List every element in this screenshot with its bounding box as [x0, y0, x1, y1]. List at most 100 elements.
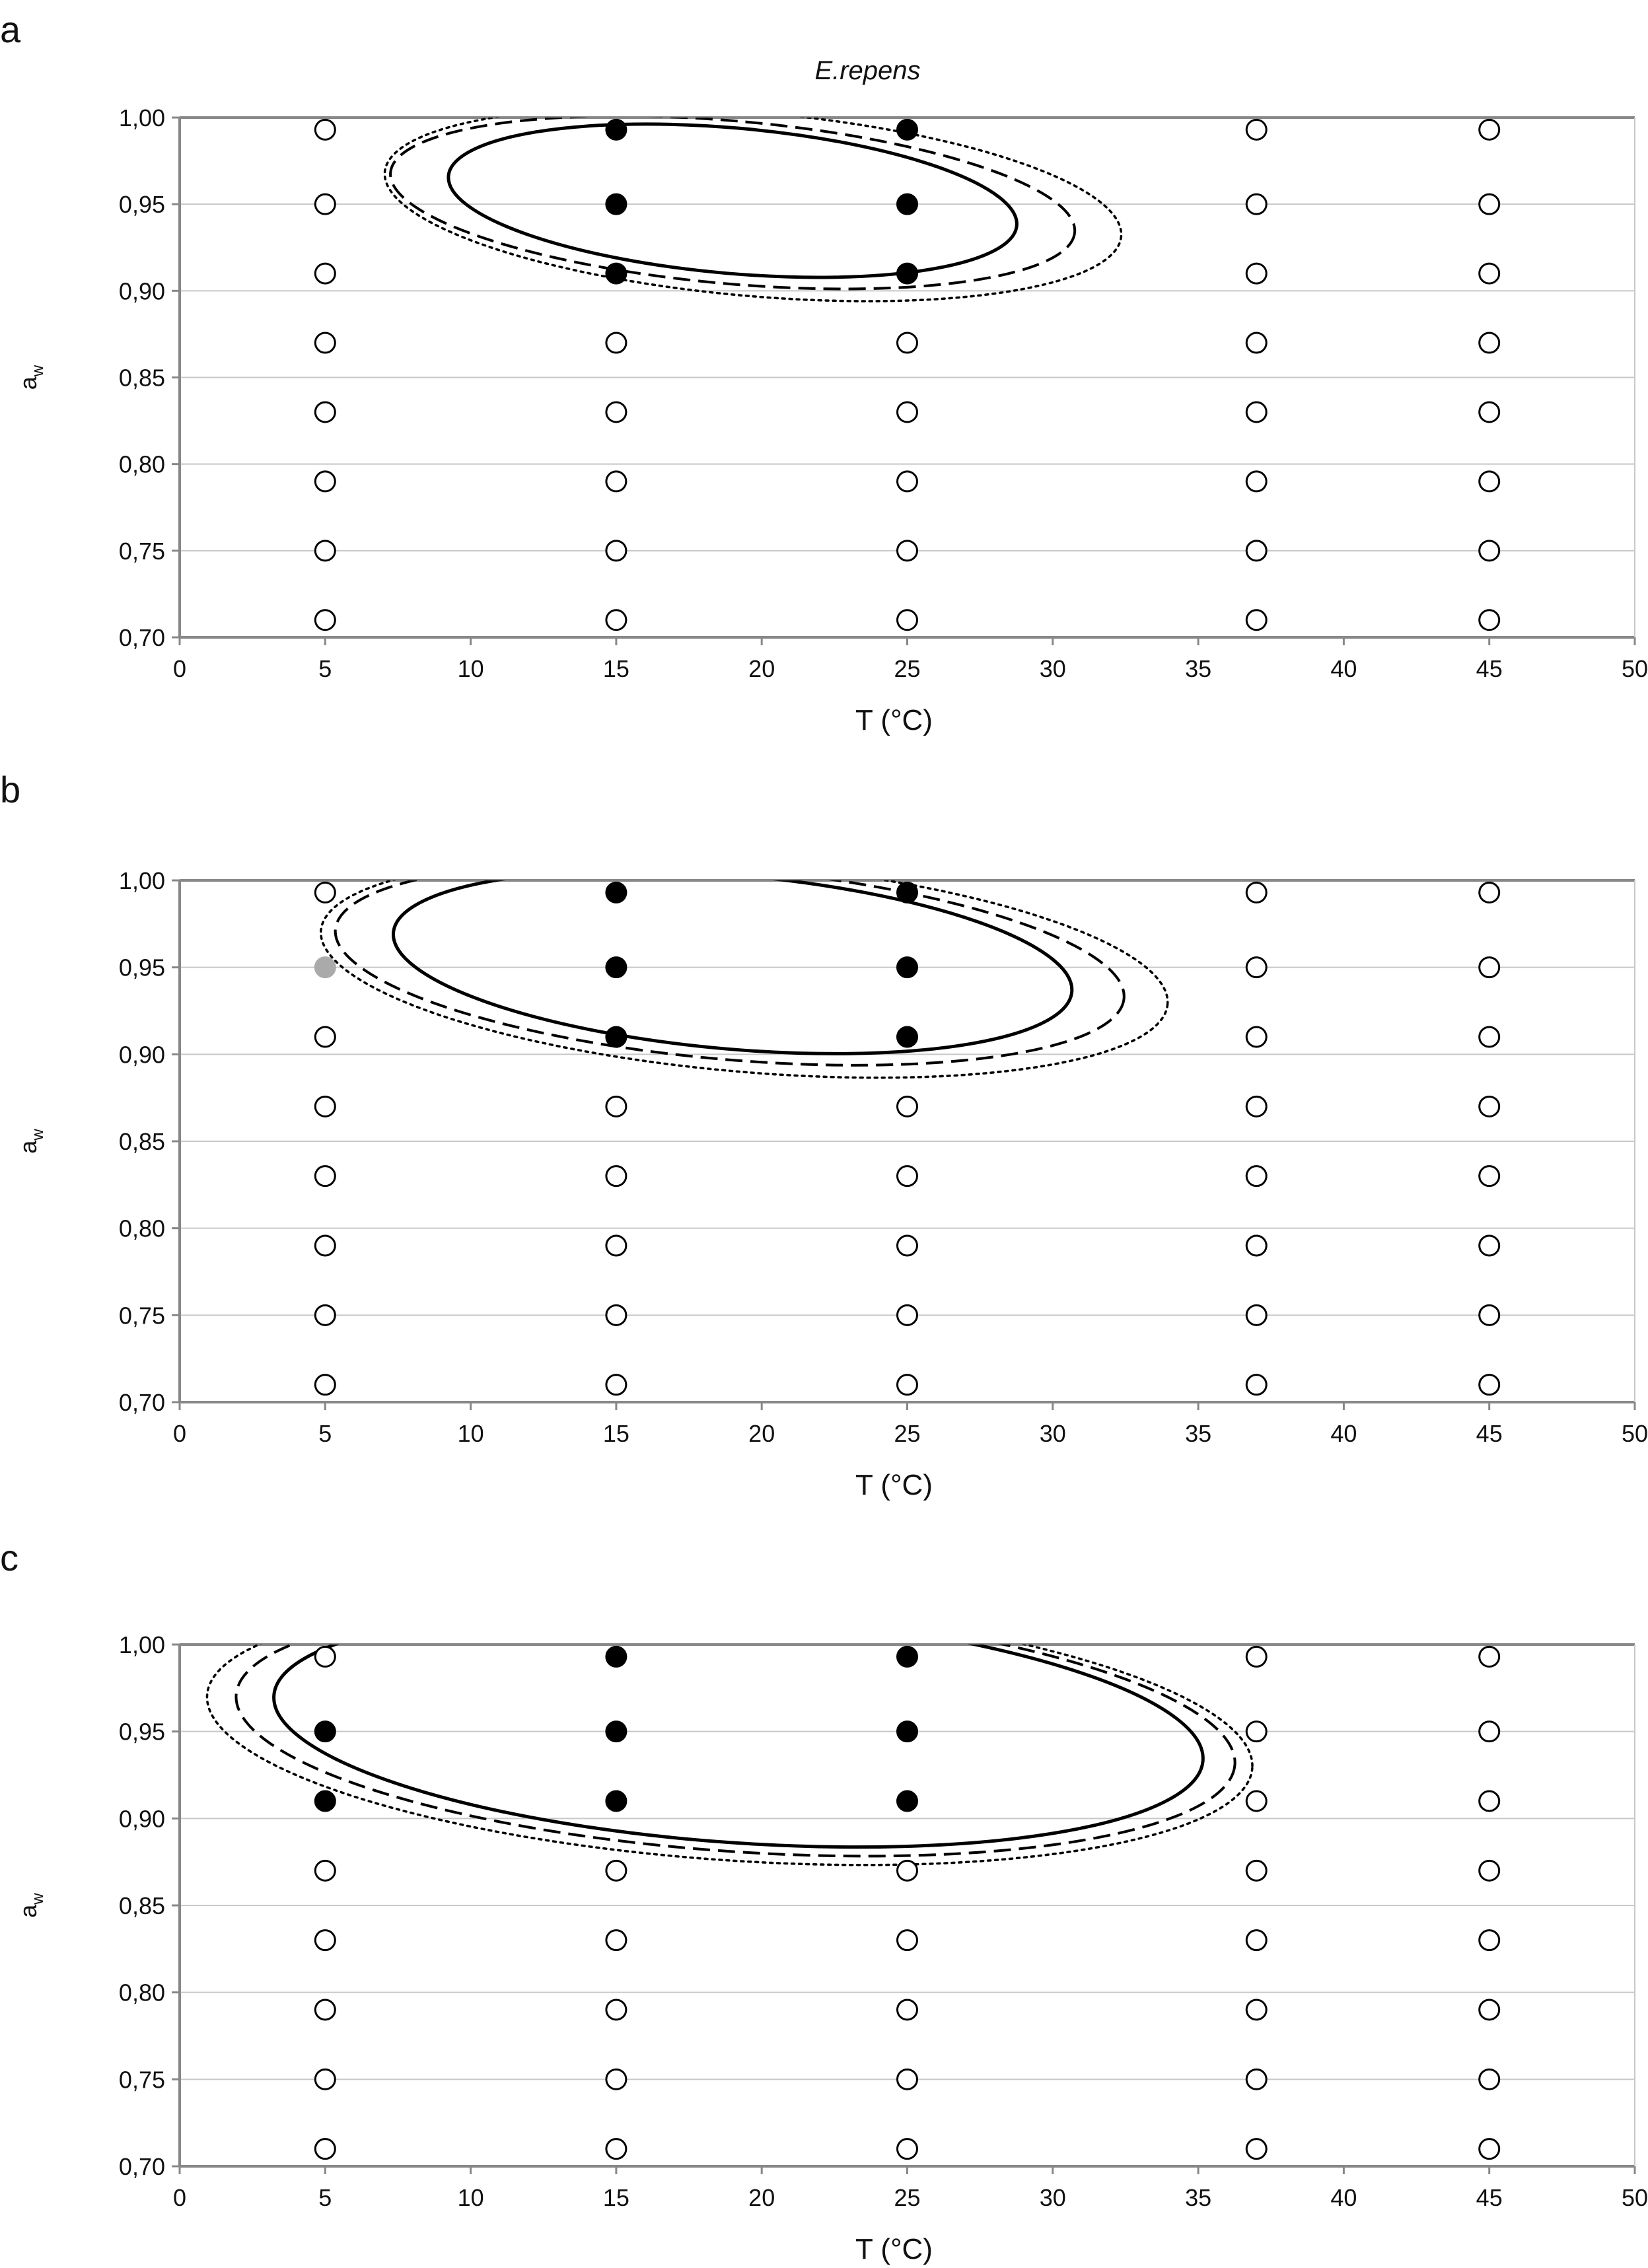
- x-tick-label: 20: [748, 2184, 775, 2211]
- y-tick-label: 0,80: [119, 1215, 165, 1242]
- no-growth-point: [1245, 1790, 1268, 1812]
- y-axis-title: aw: [15, 1129, 47, 1154]
- dashed-boundary-curve: [334, 880, 1126, 1067]
- x-tick-label: 30: [1040, 1420, 1066, 1447]
- no-growth-point: [1245, 1374, 1268, 1396]
- no-growth-point: [896, 1304, 918, 1326]
- growth-point: [314, 1720, 336, 1743]
- x-tick-label: 40: [1330, 655, 1357, 682]
- no-growth-point: [1478, 193, 1501, 215]
- no-growth-point: [896, 1999, 918, 2021]
- dotted-boundary-curve: [205, 1645, 1254, 1866]
- no-growth-point: [314, 1234, 336, 1257]
- x-tick-label: 50: [1622, 655, 1648, 682]
- y-tick-label: 0,75: [119, 2066, 165, 2093]
- y-tick-label: 0,90: [119, 277, 165, 304]
- x-tick-label: 50: [1622, 2184, 1648, 2211]
- no-growth-point: [605, 1374, 627, 1396]
- no-growth-point: [1245, 881, 1268, 904]
- no-growth-point: [605, 470, 627, 493]
- growth-point: [896, 118, 918, 141]
- no-growth-point: [896, 609, 918, 631]
- no-growth-point: [1245, 262, 1268, 285]
- no-growth-point: [1478, 1374, 1501, 1396]
- no-growth-point: [1478, 1859, 1501, 1882]
- x-tick-label: 0: [173, 655, 186, 682]
- no-growth-point: [1478, 956, 1501, 979]
- no-growth-point: [1245, 1859, 1268, 1882]
- growth-point: [605, 1645, 627, 1668]
- no-growth-point: [605, 2138, 627, 2160]
- x-tick-label: 10: [458, 1420, 484, 1447]
- no-growth-point: [896, 540, 918, 562]
- no-growth-point: [1478, 1026, 1501, 1048]
- no-growth-point: [605, 332, 627, 354]
- growth-point: [896, 1720, 918, 1743]
- no-growth-point: [1478, 1165, 1501, 1187]
- no-growth-point: [605, 1095, 627, 1117]
- y-tick-label: 0,85: [119, 1892, 165, 1919]
- x-tick-label: 15: [603, 1420, 629, 1447]
- x-tick-label: 5: [318, 2184, 332, 2211]
- x-tick-label: 30: [1040, 2184, 1066, 2211]
- growth-point: [605, 1720, 627, 1743]
- panel-letter: b: [0, 769, 20, 810]
- no-growth-point: [1478, 332, 1501, 354]
- no-growth-point: [314, 470, 336, 493]
- chart-title: E.repens: [814, 56, 920, 85]
- x-tick-label: 10: [458, 655, 484, 682]
- solid-boundary-curve: [391, 880, 1074, 1055]
- no-growth-point: [1245, 1720, 1268, 1743]
- y-tick-label: 0,85: [119, 365, 165, 392]
- y-tick-label: 0,70: [119, 1389, 165, 1416]
- y-tick-label: 0,90: [119, 1805, 165, 1832]
- x-tick-label: 40: [1330, 1420, 1357, 1447]
- growth-point: [896, 956, 918, 979]
- growth-point: [605, 1790, 627, 1812]
- y-tick-label: 0,80: [119, 1979, 165, 2006]
- no-growth-point: [314, 1645, 336, 1668]
- no-growth-point: [896, 1095, 918, 1117]
- no-growth-point: [1245, 540, 1268, 562]
- y-tick-label: 0,85: [119, 1128, 165, 1155]
- growth-point: [605, 193, 627, 215]
- x-tick-label: 20: [748, 655, 775, 682]
- no-growth-point: [1245, 118, 1268, 141]
- no-growth-point: [896, 2068, 918, 2090]
- no-growth-point: [1478, 1304, 1501, 1326]
- y-tick-label: 0,70: [119, 624, 165, 651]
- no-growth-point: [1478, 118, 1501, 141]
- no-growth-point: [896, 332, 918, 354]
- no-growth-point: [605, 609, 627, 631]
- no-growth-point: [314, 1165, 336, 1187]
- x-axis-title: T (°C): [855, 2233, 933, 2265]
- y-tick-label: 1,00: [119, 1631, 165, 1658]
- no-growth-point: [1478, 609, 1501, 631]
- no-growth-point: [1245, 332, 1268, 354]
- no-growth-point: [1245, 956, 1268, 979]
- panel-letter: a: [0, 9, 21, 50]
- no-growth-point: [896, 1929, 918, 1952]
- no-growth-point: [1245, 1999, 1268, 2021]
- no-growth-point: [1245, 609, 1268, 631]
- no-growth-point: [1478, 1929, 1501, 1952]
- growth-point: [896, 1790, 918, 1812]
- y-tick-label: 0,75: [119, 1302, 165, 1329]
- no-growth-point: [896, 1165, 918, 1187]
- growth-point: [605, 956, 627, 979]
- no-growth-point: [1245, 1929, 1268, 1952]
- y-tick-label: 0,80: [119, 451, 165, 478]
- y-axis-title: aw: [15, 365, 47, 390]
- no-growth-point: [605, 1929, 627, 1952]
- y-tick-label: 0,90: [119, 1041, 165, 1068]
- no-growth-point: [1478, 1790, 1501, 1812]
- no-growth-point: [314, 1929, 336, 1952]
- no-growth-point: [1478, 470, 1501, 493]
- no-growth-point: [1245, 1095, 1268, 1117]
- no-growth-point: [1245, 401, 1268, 423]
- no-growth-point: [605, 1999, 627, 2021]
- y-tick-label: 0,95: [119, 954, 165, 981]
- no-growth-point: [605, 540, 627, 562]
- solid-boundary-curve: [272, 1645, 1205, 1849]
